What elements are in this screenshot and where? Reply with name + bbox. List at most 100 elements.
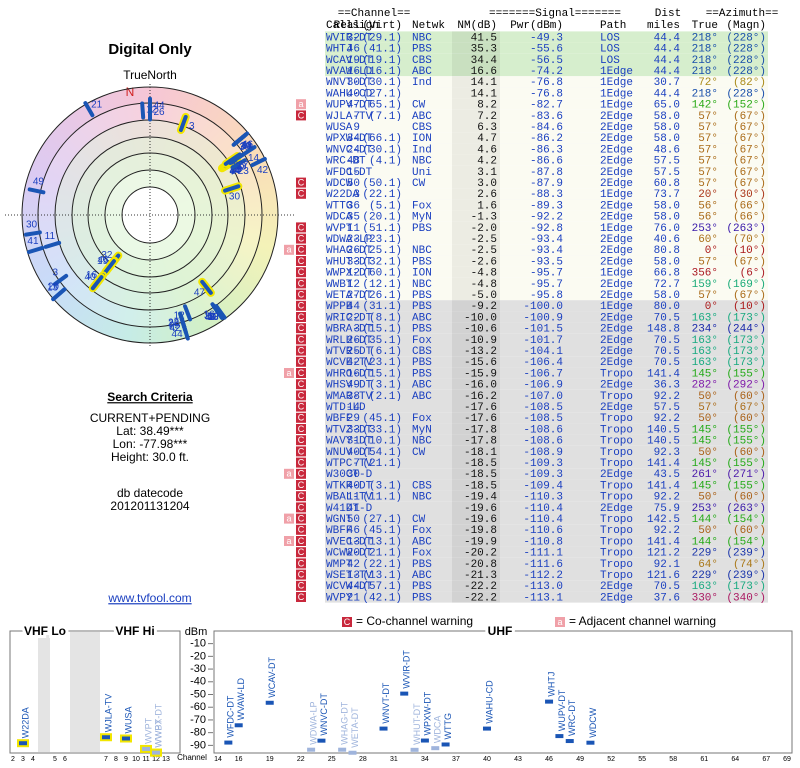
nm-column-shade: [452, 423, 500, 435]
table-cell: -108.5: [523, 413, 563, 425]
table-cell: 2Edge: [600, 111, 633, 123]
table-cell: Uni: [412, 167, 432, 179]
criteria-line: Lat: 38.49***: [116, 424, 184, 438]
table-cell: 2Edge: [600, 380, 633, 392]
x-tick-label: 67: [762, 756, 770, 763]
x-tick-label: 6: [63, 756, 67, 763]
table-cell: (23.1): [362, 357, 402, 369]
table-cell: 140.5: [647, 436, 680, 448]
table-cell: 141.4: [647, 368, 680, 380]
x-tick-label: 3: [21, 756, 25, 763]
nm-column-shade: [452, 591, 500, 603]
table-cell: 218°: [692, 44, 718, 56]
row-background: [325, 333, 768, 345]
table-cell: 50°: [698, 492, 718, 504]
nm-column-shade: [452, 277, 500, 289]
table-cell: 66.8: [654, 268, 680, 280]
row-background: [325, 132, 768, 144]
table-cell: CW: [412, 447, 426, 459]
warning-letter: a: [286, 513, 291, 523]
table-cell: (35.1): [362, 335, 402, 347]
band-title: UHF: [488, 624, 513, 638]
marker-label: 44: [172, 329, 184, 340]
nm-column-shade: [452, 389, 500, 401]
table-cell: 3: [353, 189, 360, 201]
table-cell: WSET-TV: [326, 570, 373, 582]
table-cell: 145°: [692, 436, 718, 448]
table-cell: WNVT-DT: [326, 77, 373, 89]
site-link[interactable]: www.tvfool.com: [107, 591, 191, 605]
table-cell: (22.1): [362, 189, 402, 201]
station-marker: [250, 156, 267, 168]
row-background: [325, 210, 768, 222]
table-cell: -93.5: [530, 256, 563, 268]
band-gap: [70, 632, 100, 752]
table-cell: 40.6: [654, 234, 680, 246]
table-cell: -76.8: [530, 77, 563, 89]
table-cell: 60.8: [654, 178, 680, 190]
table-cell: 0°: [705, 245, 718, 257]
table-cell: (155°): [726, 424, 766, 436]
table-cell: 26: [347, 245, 360, 257]
table-cell: 57°: [698, 290, 718, 302]
table-cell: LOS: [600, 32, 620, 44]
table-cell: NBC: [412, 156, 432, 168]
table-cell: (29.1): [362, 32, 402, 44]
table-cell: PBS: [412, 368, 432, 380]
table-cell: (2.1): [369, 391, 402, 403]
table-cell: WRC-DT: [326, 156, 366, 168]
table-cell: WCVW-DT: [326, 581, 373, 593]
table-cell: (30.1): [362, 144, 402, 156]
table-cell: 145°: [692, 480, 718, 492]
station-marker: [223, 184, 241, 193]
column-header: Real: [334, 20, 360, 32]
table-cell: 7.2: [477, 111, 497, 123]
table-cell: (67°): [733, 290, 766, 302]
warning-icon: [296, 524, 306, 535]
table-cell: -2.0: [471, 223, 497, 235]
row-background: [325, 277, 768, 289]
table-cell: 50°: [698, 525, 718, 537]
table-cell: (57.1): [362, 581, 402, 593]
table-cell: 2Edge: [600, 324, 633, 336]
x-tick-label: 58: [669, 756, 677, 763]
table-cell: (271°): [726, 469, 766, 481]
table-cell: (173°): [726, 312, 766, 324]
table-cell: Fox: [412, 413, 432, 425]
row-background: [325, 53, 768, 65]
table-cell: MyN: [412, 212, 432, 224]
table-cell: (15.1): [362, 368, 402, 380]
table-cell: -1.3: [471, 212, 497, 224]
table-cell: 24: [347, 144, 361, 156]
marker-label: 22: [168, 317, 180, 328]
table-cell: (41.1): [362, 44, 402, 56]
table-cell: 40: [347, 447, 360, 459]
table-cell: 31: [347, 436, 361, 448]
criteria-title: Search Criteria: [107, 390, 193, 404]
table-cell: (45.1): [362, 413, 402, 425]
warning-letter: C: [298, 502, 305, 512]
table-cell: (67°): [733, 156, 766, 168]
nm-column-shade: [452, 434, 500, 446]
table-cell: WWBT: [326, 279, 353, 291]
table-cell: MyN: [412, 424, 432, 436]
table-cell: 26: [347, 335, 360, 347]
spectrum-label: W22DA: [20, 707, 30, 738]
x-tick-label: 64: [731, 756, 739, 763]
nm-column-shade: [452, 199, 500, 211]
band-title: VHF Hi: [115, 624, 154, 638]
table-cell: 253°: [692, 503, 718, 515]
table-cell: -100.9: [523, 312, 563, 324]
table-cell: -74.2: [530, 66, 563, 78]
table-cell: 16.6: [471, 66, 497, 78]
table-cell: (23.1): [362, 234, 402, 246]
table-cell: 30: [347, 469, 360, 481]
warning-icon: [296, 446, 306, 457]
table-cell: WAHU-CD: [326, 88, 373, 100]
spectrum-label: WVIR-DT: [402, 650, 412, 689]
table-cell: 57°: [698, 402, 718, 414]
column-header: NM(dB): [457, 20, 497, 32]
uhf-frame: [213, 630, 793, 754]
warning-icon: [296, 110, 306, 121]
table-cell: Tropo: [600, 492, 633, 504]
